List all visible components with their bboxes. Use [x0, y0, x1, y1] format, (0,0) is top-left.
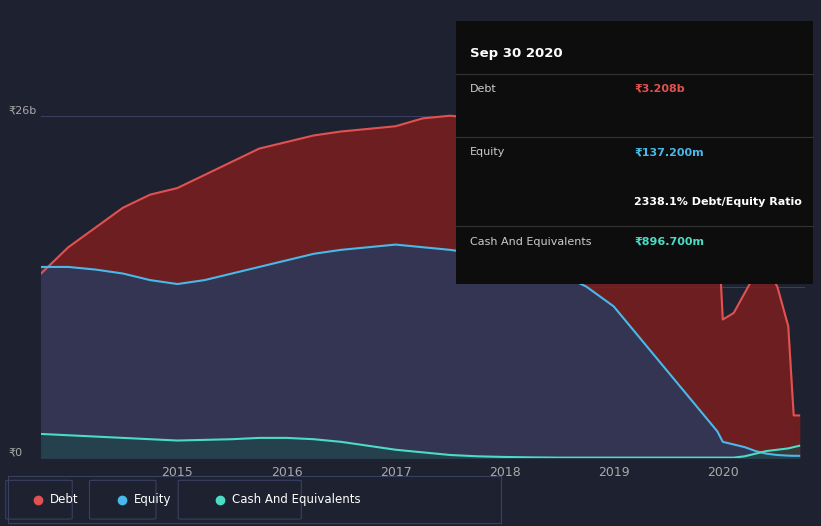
Text: ₹0: ₹0	[8, 448, 22, 458]
Text: Sep 30 2020: Sep 30 2020	[470, 47, 562, 60]
Text: Cash And Equivalents: Cash And Equivalents	[232, 493, 361, 506]
Text: Debt: Debt	[470, 84, 497, 94]
Text: ₹896.700m: ₹896.700m	[635, 237, 704, 247]
Text: ₹3.208b: ₹3.208b	[635, 84, 685, 94]
Text: 2338.1% Debt/Equity Ratio: 2338.1% Debt/Equity Ratio	[635, 197, 802, 207]
Text: Debt: Debt	[50, 493, 79, 506]
Text: ₹26b: ₹26b	[8, 106, 36, 116]
Text: ₹137.200m: ₹137.200m	[635, 147, 704, 157]
Text: Cash And Equivalents: Cash And Equivalents	[470, 237, 591, 247]
Text: Equity: Equity	[134, 493, 172, 506]
Text: Equity: Equity	[470, 147, 505, 157]
